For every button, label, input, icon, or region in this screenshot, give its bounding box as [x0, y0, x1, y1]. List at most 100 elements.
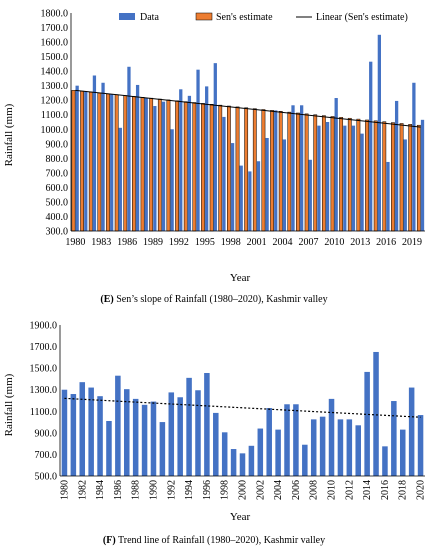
- sen-estimate-bar: [244, 107, 249, 232]
- data-bar: [408, 387, 415, 476]
- sen-estimate-bar: [114, 94, 119, 232]
- data-bar: [325, 122, 330, 231]
- y-tick-label: 1000.0: [41, 125, 69, 136]
- y-tick-label: 1400.0: [41, 67, 69, 78]
- data-bar: [355, 425, 361, 476]
- sen-estimate-bar: [235, 106, 240, 232]
- x-tick-label: 2014: [362, 480, 373, 500]
- data-bar: [97, 396, 103, 476]
- x-tick-label: 2018: [398, 480, 409, 500]
- data-bar: [399, 429, 406, 476]
- data-bar: [248, 171, 252, 231]
- y-tick-label: 700.0: [46, 168, 69, 179]
- data-bar: [284, 404, 290, 476]
- data-bar: [282, 139, 287, 231]
- sen-estimate-bar: [166, 99, 171, 232]
- sen-estimate-bar: [183, 101, 188, 232]
- data-bar: [161, 101, 166, 231]
- e-caption: (E) Sen’s slope of Rainfall (1980–2020),…: [100, 294, 327, 305]
- sen-estimate-bar: [270, 110, 274, 232]
- sen-estimate-bar: [347, 117, 352, 232]
- sen-estimate-bar: [71, 90, 76, 232]
- y-tick-label: 900.0: [46, 139, 69, 150]
- sen-estimate-bar: [123, 95, 128, 232]
- data-bar: [391, 401, 397, 476]
- x-tick-label: 1995: [195, 237, 215, 248]
- data-bar: [293, 404, 299, 476]
- sen-estimate-bar: [339, 117, 344, 232]
- y-tick-label: 300.0: [46, 227, 69, 238]
- y-tick-label: 600.0: [46, 183, 69, 194]
- sen-estimate-bar: [261, 109, 266, 232]
- data-bar: [195, 390, 201, 476]
- sen-estimate-bar: [408, 124, 413, 232]
- y-tick-label: 1300.0: [41, 81, 69, 92]
- data-bar: [256, 161, 261, 231]
- data-bar: [150, 401, 157, 476]
- data-bar: [420, 119, 425, 231]
- x-tick-label: 1982: [77, 480, 88, 500]
- y-tick-label: 700.0: [35, 450, 58, 461]
- e-caption-text: Sen’s slope of Rainfall (1980–2020), Kas…: [114, 294, 328, 305]
- data-bar: [168, 392, 175, 476]
- chart-e: 300.0 400.0 500.0 600.0 700.0 800.0 900.0 1000.…: [3, 9, 425, 305]
- data-bar: [230, 449, 237, 476]
- f-caption: (F) Trend line of Rainfall (1980–2020), …: [103, 535, 325, 546]
- e-y-axis-title: Rainfall (mm): [3, 103, 15, 166]
- f-caption-letter: (F): [103, 535, 116, 546]
- y-tick-label: 1100.0: [30, 407, 57, 418]
- x-tick-label: 1988: [131, 480, 142, 500]
- x-tick-label: 1998: [221, 237, 241, 248]
- sen-estimate-bar: [356, 118, 361, 232]
- y-tick-label: 1200.0: [41, 96, 69, 107]
- data-bar: [88, 387, 94, 476]
- y-tick-label: 500.0: [35, 472, 58, 483]
- e-axes: [70, 13, 425, 232]
- data-bar: [118, 127, 122, 231]
- data-bar: [79, 382, 86, 476]
- sen-estimate-bar: [313, 114, 318, 232]
- x-tick-label: 1986: [117, 237, 137, 248]
- x-tick-label: 1983: [91, 237, 111, 248]
- e-y-ticks: 300.0 400.0 500.0 600.0 700.0 800.0 900.0 1000.…: [41, 9, 69, 238]
- sen-estimate-bar: [416, 124, 421, 232]
- data-bar: [84, 91, 88, 231]
- x-tick-label: 2002: [255, 480, 266, 500]
- data-bar: [265, 137, 269, 231]
- data-bar: [222, 116, 226, 231]
- data-bar: [101, 82, 105, 231]
- data-bar: [317, 125, 321, 231]
- y-tick-label: 800.0: [46, 154, 69, 165]
- sen-estimate-bar: [227, 105, 231, 232]
- data-bar: [159, 422, 166, 476]
- data-bar: [394, 100, 399, 231]
- x-tick-label: 2019: [402, 237, 422, 248]
- data-bar: [179, 89, 183, 231]
- data-bar: [153, 106, 157, 231]
- legend-swatch-data: [119, 13, 135, 20]
- data-bar: [300, 105, 304, 231]
- x-tick-label: 1984: [95, 480, 106, 500]
- f-x-ticks: 1980 1982 1984 1986 1988 1990 1992 1994 1996 1998…: [59, 480, 426, 500]
- sen-estimate-bar: [296, 112, 300, 232]
- data-bar: [412, 82, 416, 231]
- x-tick-label: 2010: [327, 480, 338, 500]
- x-tick-label: 2000: [238, 480, 249, 500]
- x-tick-label: 2008: [309, 480, 320, 500]
- f-y-axis-title: Rainfall (mm): [3, 373, 15, 436]
- data-bar: [364, 371, 370, 476]
- sen-estimate-bar: [192, 102, 197, 232]
- data-bar: [403, 139, 407, 231]
- x-tick-label: 1990: [148, 480, 159, 500]
- data-bar: [115, 375, 121, 476]
- data-bar: [221, 432, 228, 476]
- x-tick-label: 2012: [344, 480, 355, 500]
- data-bar: [346, 419, 353, 476]
- y-tick-label: 1700.0: [30, 342, 58, 353]
- sen-estimate-bar: [304, 113, 309, 232]
- data-bar: [92, 75, 97, 231]
- data-bar: [239, 165, 243, 231]
- sen-estimate-bar: [373, 120, 378, 232]
- sen-estimate-bar: [287, 111, 292, 232]
